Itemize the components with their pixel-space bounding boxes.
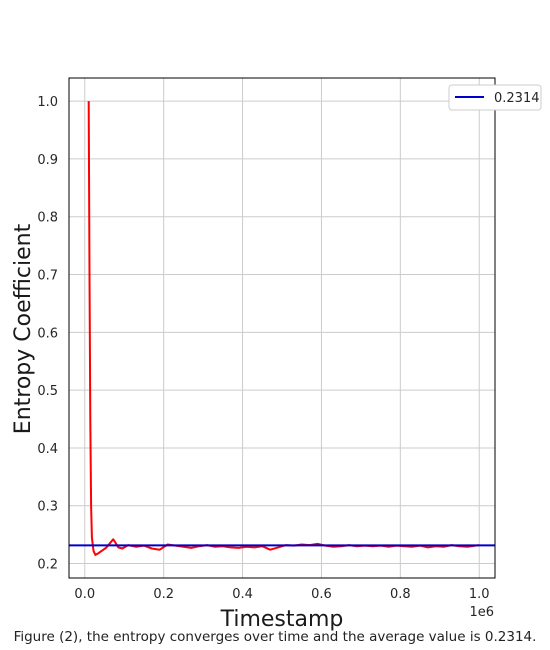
legend-box [448, 84, 542, 111]
y-tick-label: 0.8 [37, 211, 58, 226]
y-tick-label: 0.6 [37, 326, 58, 341]
plot-frame [68, 77, 496, 579]
x-tick-labels: 0.0 0.2 0.4 0.6 0.8 1.0 [74, 587, 489, 602]
x-tick-label: 0.0 [74, 587, 95, 602]
entropy-line [87, 101, 480, 556]
x-axis-label: Timestamp [220, 607, 344, 632]
y-tick-label: 0.5 [37, 384, 58, 399]
x-tick-label: 0.8 [390, 587, 411, 602]
y-tick-label: 0.2 [37, 558, 58, 573]
y-axis-label: Entropy Coefficient [11, 223, 36, 434]
series-layer [69, 101, 495, 556]
y-tick-label: 0.3 [37, 500, 58, 515]
x-offset-label: 1e6 [469, 605, 494, 620]
figure-caption: Figure (2), the entropy converges over t… [13, 629, 537, 645]
legend: 0.2314 [448, 84, 542, 111]
x-tick-label: 0.6 [311, 587, 332, 602]
x-tick-label: 1.0 [469, 587, 490, 602]
legend-label: 0.2314 [494, 91, 540, 106]
y-tick-labels: 0.2 0.3 0.4 0.5 0.6 0.7 0.8 0.9 1.0 [37, 95, 58, 572]
y-tick-label: 1.0 [37, 95, 58, 110]
y-tick-label: 0.7 [37, 269, 58, 284]
y-tick-label: 0.9 [37, 153, 58, 168]
x-tick-label: 0.4 [232, 587, 253, 602]
grid-lines [69, 78, 495, 578]
x-tick-label: 0.2 [153, 587, 174, 602]
y-tick-label: 0.4 [37, 442, 58, 457]
